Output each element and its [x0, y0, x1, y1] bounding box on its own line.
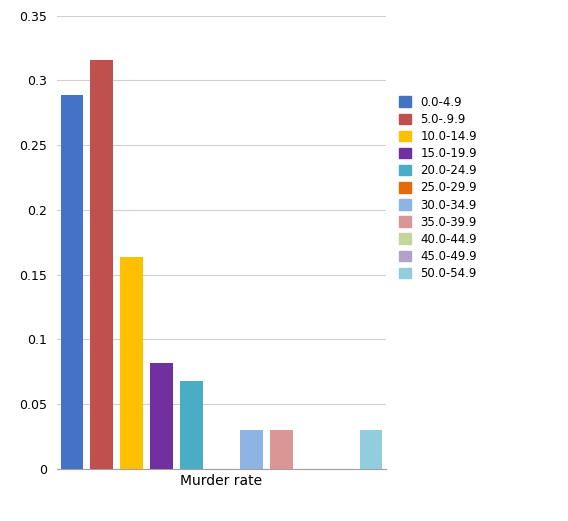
Bar — [360, 430, 382, 469]
Bar — [120, 256, 143, 469]
Bar — [151, 363, 173, 469]
Bar — [90, 60, 113, 469]
Bar — [181, 381, 203, 469]
Bar — [240, 430, 262, 469]
Legend: 0.0-4.9, 5.0-.9.9, 10.0-14.9, 15.0-19.9, 20.0-24.9, 25.0-29.9, 30.0-34.9, 35.0-3: 0.0-4.9, 5.0-.9.9, 10.0-14.9, 15.0-19.9,… — [395, 92, 481, 283]
Bar — [270, 430, 293, 469]
X-axis label: Murder rate: Murder rate — [181, 475, 262, 489]
Bar — [61, 95, 83, 469]
